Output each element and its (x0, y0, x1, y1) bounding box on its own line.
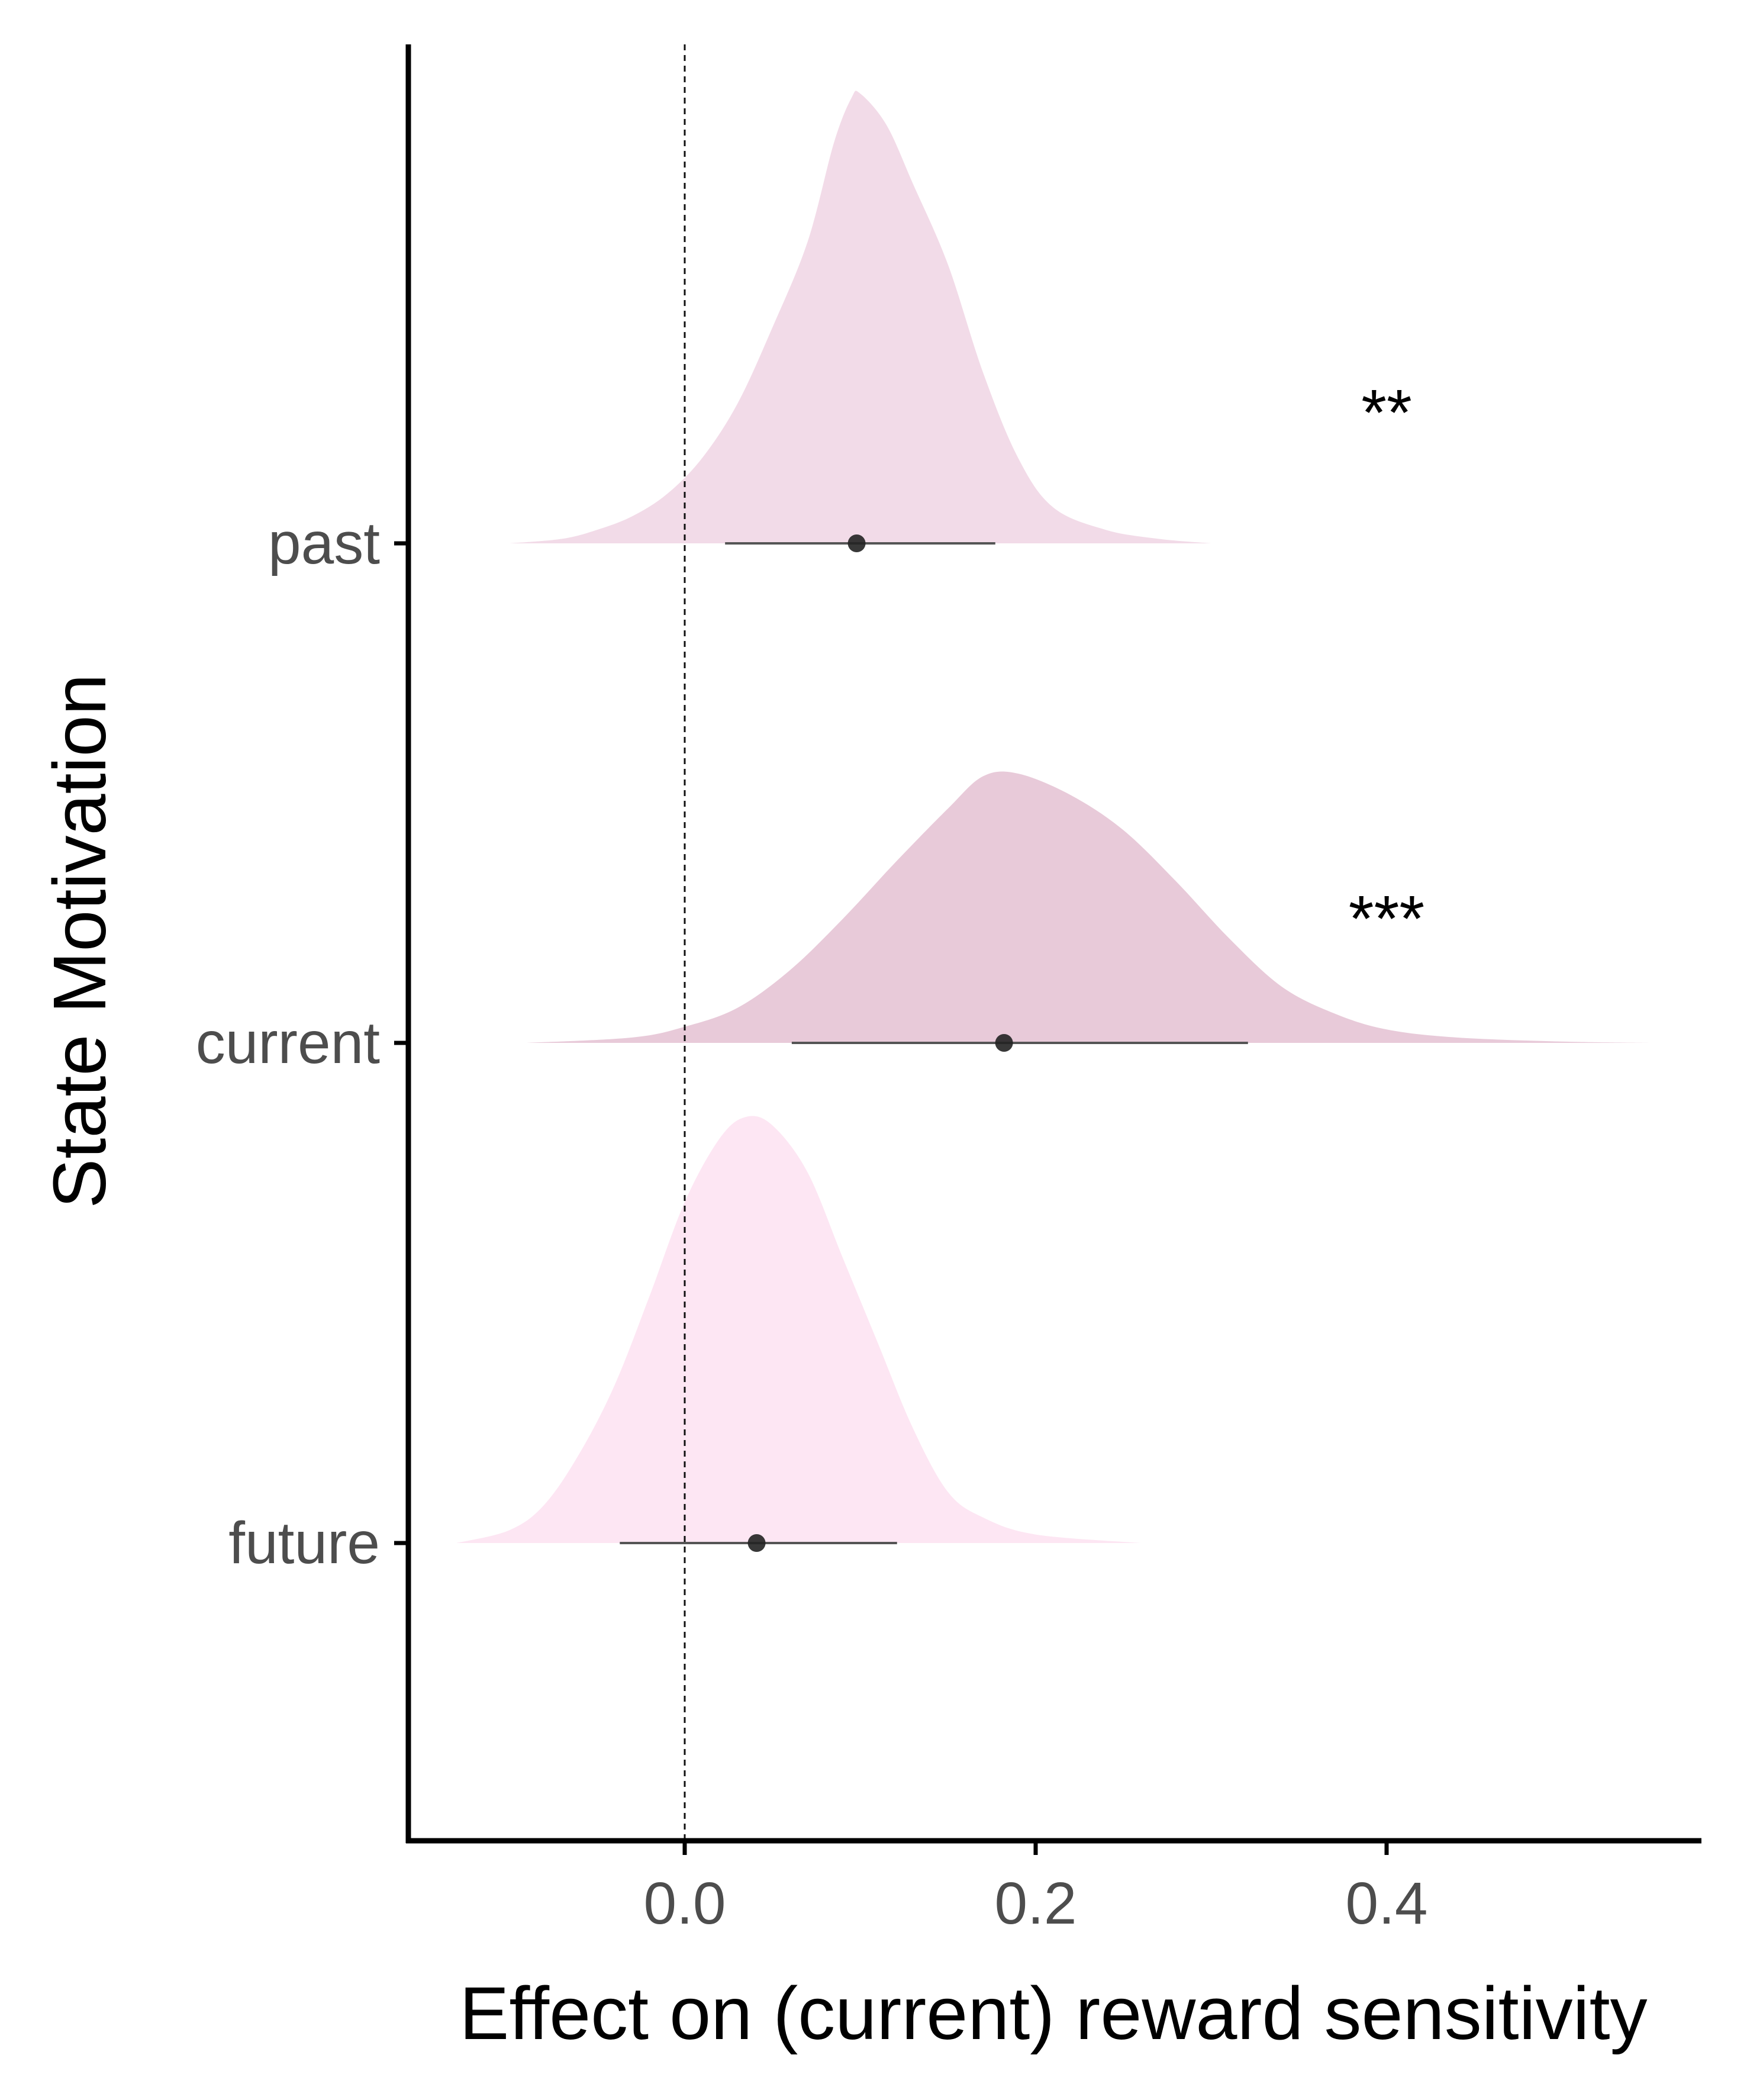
interval-layer (620, 534, 1248, 1552)
x-tick-label: 0.0 (643, 1870, 726, 1937)
density-future (456, 1116, 1141, 1543)
median-point-past (847, 534, 866, 552)
significance-current: *** (1349, 882, 1424, 955)
tick-layer: 0.0 0.2 0.4 past current future (196, 510, 1428, 1937)
x-axis-title: Effect on (current) reward sensitivity (459, 1972, 1647, 2055)
y-tick-label-past: past (268, 510, 380, 576)
significance-past: ** (1361, 376, 1412, 449)
x-tick-label: 0.2 (994, 1870, 1076, 1937)
y-axis-title: State Motivation (38, 674, 121, 1208)
density-current (527, 771, 1650, 1043)
median-point-current (995, 1034, 1013, 1052)
density-past (509, 91, 1211, 543)
median-point-future (747, 1534, 766, 1552)
y-tick-label-current: current (196, 1010, 380, 1076)
annotation-layer: ***** (1349, 376, 1424, 955)
x-tick-label: 0.4 (1345, 1870, 1427, 1937)
y-tick-label-future: future (228, 1510, 380, 1576)
density-layer (456, 91, 1650, 1543)
